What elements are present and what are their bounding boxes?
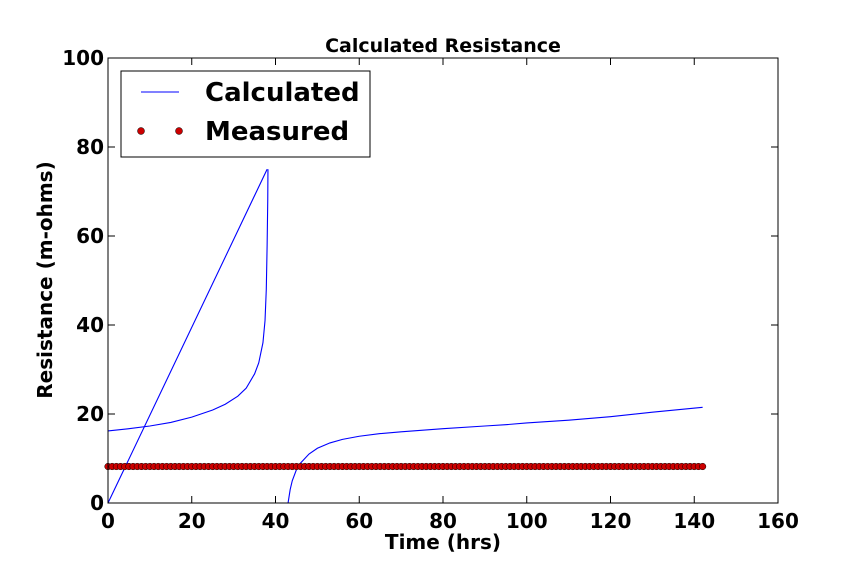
x-tick-label: 160 <box>757 509 799 533</box>
legend-calculated-label: Calculated <box>205 78 360 108</box>
legend-measured-label: Measured <box>205 117 349 147</box>
x-tick-label: 0 <box>101 509 115 533</box>
chart-title: Calculated Resistance <box>325 35 561 57</box>
legend: Calculated Measured <box>120 70 371 158</box>
ticks-layer <box>107 57 779 504</box>
legend-measured-marker-icon <box>137 127 145 135</box>
calculated-series-line-2 <box>107 169 269 432</box>
x-tick-label: 40 <box>262 509 290 533</box>
x-tick-label: 100 <box>506 509 548 533</box>
y-tick-label: 60 <box>76 224 104 248</box>
y-tick-label: 0 <box>90 491 104 515</box>
series-layer <box>104 169 707 504</box>
x-tick-label: 140 <box>673 509 715 533</box>
y-tick-label: 80 <box>76 135 104 159</box>
measured-data-point <box>699 462 707 471</box>
y-axis-title: Resistance (m-ohms) <box>33 161 57 398</box>
x-tick-label: 20 <box>178 509 206 533</box>
y-tick-label: 100 <box>62 46 104 70</box>
x-tick-label: 120 <box>590 509 632 533</box>
calculated-series-line-1 <box>107 169 268 504</box>
legend-measured-marker-icon <box>175 127 183 135</box>
y-tick-label: 40 <box>76 313 104 337</box>
y-tick-label: 20 <box>76 402 104 426</box>
x-tick-label: 80 <box>429 509 457 533</box>
x-axis-title: Time (hrs) <box>385 530 501 554</box>
x-tick-label: 60 <box>345 509 373 533</box>
tick-labels-layer: 0 20 40 60 80 100 120 140 160 0 20 40 60 80 100 <box>62 46 799 533</box>
legend-frame <box>120 70 371 158</box>
